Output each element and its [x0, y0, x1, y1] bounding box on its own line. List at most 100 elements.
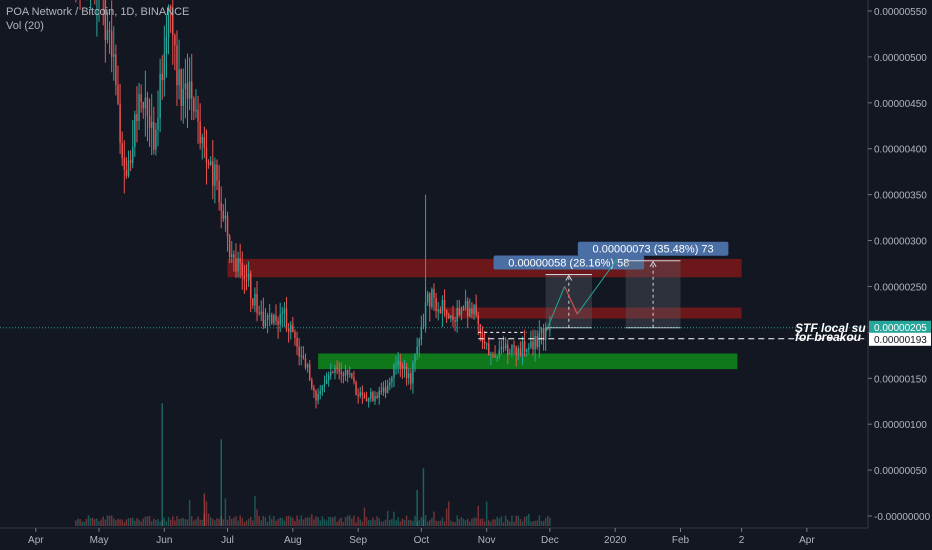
- volume-bar: [125, 519, 128, 526]
- candle-body: [498, 349, 501, 357]
- candle-body: [275, 315, 277, 321]
- volume-bar: [521, 521, 524, 526]
- projection-arrow-up: [545, 286, 566, 333]
- volume-bar: [283, 520, 286, 526]
- candle-body: [125, 169, 128, 176]
- candle-body: [315, 390, 317, 401]
- candle-body: [161, 73, 163, 81]
- volume-bar: [395, 520, 397, 526]
- volume-bar: [153, 518, 155, 526]
- candle-body: [319, 391, 321, 394]
- candle-body: [142, 102, 144, 109]
- volume-bar: [542, 520, 545, 526]
- volume-bar: [290, 516, 292, 526]
- volume-bar: [477, 505, 479, 526]
- candle-body: [123, 158, 126, 170]
- volume-bar: [216, 518, 218, 526]
- volume-bar: [397, 517, 399, 526]
- annotation-text: for breakou: [795, 330, 862, 344]
- volume-bar: [77, 518, 79, 526]
- candle-body: [420, 327, 423, 340]
- candle-body: [212, 161, 214, 186]
- candle-body: [448, 314, 450, 318]
- candle-body: [108, 30, 111, 32]
- candle-body: [424, 302, 427, 327]
- x-tick-label: 2020: [604, 535, 627, 546]
- volume-bar: [466, 518, 469, 526]
- x-tick-label: 2: [739, 535, 745, 546]
- volume-bar: [437, 521, 439, 526]
- candle-body: [399, 360, 402, 367]
- candle-body: [361, 392, 364, 396]
- candle-body: [273, 315, 275, 323]
- volume-bar: [464, 520, 467, 526]
- volume-bar: [207, 513, 210, 526]
- current-price-tag: [869, 320, 931, 334]
- candle-body: [458, 308, 461, 315]
- candle-body: [216, 164, 218, 181]
- candle-body: [540, 327, 543, 333]
- candle-body: [203, 136, 206, 148]
- candle-body: [134, 114, 136, 147]
- candle-body: [370, 392, 372, 399]
- candle-body: [433, 289, 435, 298]
- projection-arrow-up: [576, 258, 618, 315]
- volume-bar: [353, 515, 355, 526]
- volume-bar: [85, 518, 88, 526]
- candle-body: [479, 324, 482, 333]
- volume-bar: [528, 513, 530, 526]
- candle-body: [462, 306, 465, 310]
- volume-bar: [351, 518, 353, 526]
- candle-body: [429, 293, 431, 307]
- symbol-title[interactable]: POA Network / Bitcoin, 1D, BINANCE: [6, 6, 190, 18]
- candle-body: [287, 328, 290, 333]
- volume-indicator-title[interactable]: Vol (20): [6, 20, 44, 32]
- candle-body: [380, 390, 383, 392]
- candle-body: [262, 311, 265, 327]
- candle-body: [473, 304, 475, 314]
- volume-bar: [441, 517, 444, 526]
- candle-body: [245, 279, 248, 281]
- candle-body: [264, 319, 267, 327]
- volume-bar: [494, 519, 496, 526]
- candle-body: [113, 54, 115, 57]
- volume-bar: [140, 521, 142, 526]
- volume-bar: [317, 517, 319, 526]
- volume-bar: [163, 517, 166, 526]
- candle-body: [521, 341, 524, 355]
- candle-body: [186, 83, 189, 99]
- volume-bar: [302, 519, 305, 526]
- candle-body: [466, 300, 469, 317]
- volume-bar: [279, 517, 281, 526]
- y-tick-label: 0.00000350: [874, 191, 927, 202]
- volume-bar: [452, 521, 454, 526]
- candle-body: [209, 161, 212, 165]
- volume-bar: [517, 515, 520, 526]
- y-tick-label: 0.00000500: [874, 53, 927, 64]
- candle-body: [121, 142, 123, 159]
- volume-bar: [121, 519, 123, 526]
- volume-bar: [327, 516, 330, 526]
- volume-bar: [456, 515, 458, 526]
- volume-bar: [155, 519, 157, 526]
- candle-body: [382, 387, 385, 392]
- volume-bar: [231, 519, 233, 526]
- volume-bar: [410, 519, 412, 526]
- volume-bar: [325, 520, 328, 526]
- measure-label: 0.00000058 (28.16%) 58: [508, 258, 629, 270]
- volume-bar: [407, 519, 410, 526]
- volume-bar: [488, 520, 490, 526]
- candle-body: [138, 94, 140, 122]
- candle-body: [502, 347, 505, 349]
- volume-bar: [496, 516, 498, 526]
- volume-bar: [169, 519, 172, 526]
- candle-body: [184, 83, 187, 89]
- volume-bar: [159, 521, 161, 526]
- candle-body: [471, 308, 473, 314]
- volume-bar: [439, 520, 442, 526]
- candle-body: [150, 121, 153, 128]
- x-tick-label: Jul: [221, 535, 234, 546]
- volume-bar: [519, 519, 522, 526]
